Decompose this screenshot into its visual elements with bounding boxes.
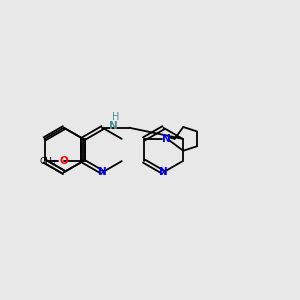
Text: N: N xyxy=(109,121,118,131)
Text: N: N xyxy=(159,167,168,177)
Text: CH₃: CH₃ xyxy=(39,157,56,166)
Text: H: H xyxy=(112,112,119,122)
Text: N: N xyxy=(98,167,107,177)
Text: N: N xyxy=(162,134,171,144)
Text: O: O xyxy=(59,156,68,166)
